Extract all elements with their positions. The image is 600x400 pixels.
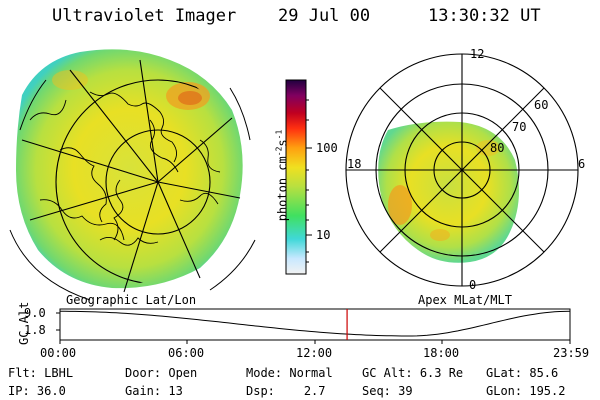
- geographic-map: [9, 49, 256, 301]
- mlat-label-70: 70: [512, 120, 527, 134]
- mlat-label-80: 80: [490, 141, 505, 155]
- info-value: 195.2: [529, 384, 566, 398]
- timeline-ytick-high: 9.0: [24, 306, 46, 320]
- info-dsp: Dsp: 2.7: [246, 384, 326, 398]
- colorbar-tick-100: 100: [316, 141, 338, 155]
- info-key: GLat:: [486, 366, 523, 380]
- colorbar-unit-exp2: -1: [274, 129, 284, 140]
- timeline-xtick-1: 06:00: [168, 346, 205, 360]
- info-glat: GLat: 85.6: [486, 366, 558, 380]
- info-mode: Mode: Normal: [246, 366, 333, 380]
- info-value: 2.7: [303, 384, 326, 398]
- date-label: 29 Jul 00: [278, 6, 371, 26]
- timeline-xtick-2: 12:00: [296, 346, 333, 360]
- info-value: LBHL: [44, 366, 74, 380]
- info-key: Seq:: [362, 384, 391, 398]
- altitude-timeline: [56, 308, 571, 344]
- mlt-label-0: 0: [469, 278, 477, 292]
- info-value: 39: [398, 384, 413, 398]
- info-key: IP:: [8, 384, 30, 398]
- info-ip: IP: 36.0: [8, 384, 66, 398]
- timeline-ytick-low: 1.8: [24, 323, 46, 337]
- info-key: Gain:: [125, 384, 162, 398]
- info-key: Flt:: [8, 366, 37, 380]
- info-door: Door: Open: [125, 366, 197, 380]
- info-key: GLon:: [486, 384, 523, 398]
- info-value: Open: [168, 366, 198, 380]
- info-glon: GLon: 195.2: [486, 384, 565, 398]
- info-value: 36.0: [36, 384, 66, 398]
- colorbar-unit-s: s: [275, 139, 290, 147]
- info-flt: Flt: LBHL: [8, 366, 73, 380]
- info-value: 85.6: [529, 366, 559, 380]
- apex-polar-plot: [345, 53, 579, 287]
- colorbar-unit-label: photon cm-2s-1: [275, 116, 290, 236]
- info-key: Mode:: [246, 366, 283, 380]
- info-seq: Seq: 39: [362, 384, 413, 398]
- colorbar-unit-exp1: -2: [274, 146, 284, 157]
- timeline-xtick-4: 23:59: [553, 346, 590, 360]
- mlt-label-6: 6: [578, 157, 586, 171]
- info-gc-alt: GC Alt: 6.3 Re: [362, 366, 463, 380]
- altitude-curve: [60, 310, 571, 337]
- app-title: Ultraviolet Imager: [52, 6, 237, 26]
- left-panel-label: Geographic Lat/Lon: [66, 293, 197, 307]
- info-key: Dsp:: [246, 384, 275, 398]
- mlt-label-18: 18: [347, 157, 362, 171]
- mlt-label-12: 12: [470, 47, 485, 61]
- timeline-xtick-3: 18:00: [423, 346, 460, 360]
- colorbar-unit-base: photon cm: [275, 156, 290, 222]
- info-value: Normal: [289, 366, 333, 380]
- intensity-colorbar: [285, 79, 312, 275]
- info-key: GC Alt:: [362, 366, 413, 380]
- colorbar-tick-10: 10: [316, 228, 331, 242]
- timeline-xtick-0: 00:00: [40, 346, 77, 360]
- right-panel-label: Apex MLat/MLT: [418, 293, 512, 307]
- info-key: Door:: [125, 366, 162, 380]
- time-label: 13:30:32 UT: [428, 6, 541, 26]
- info-value: 6.3 Re: [419, 366, 464, 380]
- info-gain: Gain: 13: [125, 384, 183, 398]
- mlat-label-60: 60: [534, 98, 549, 112]
- info-value: 13: [168, 384, 183, 398]
